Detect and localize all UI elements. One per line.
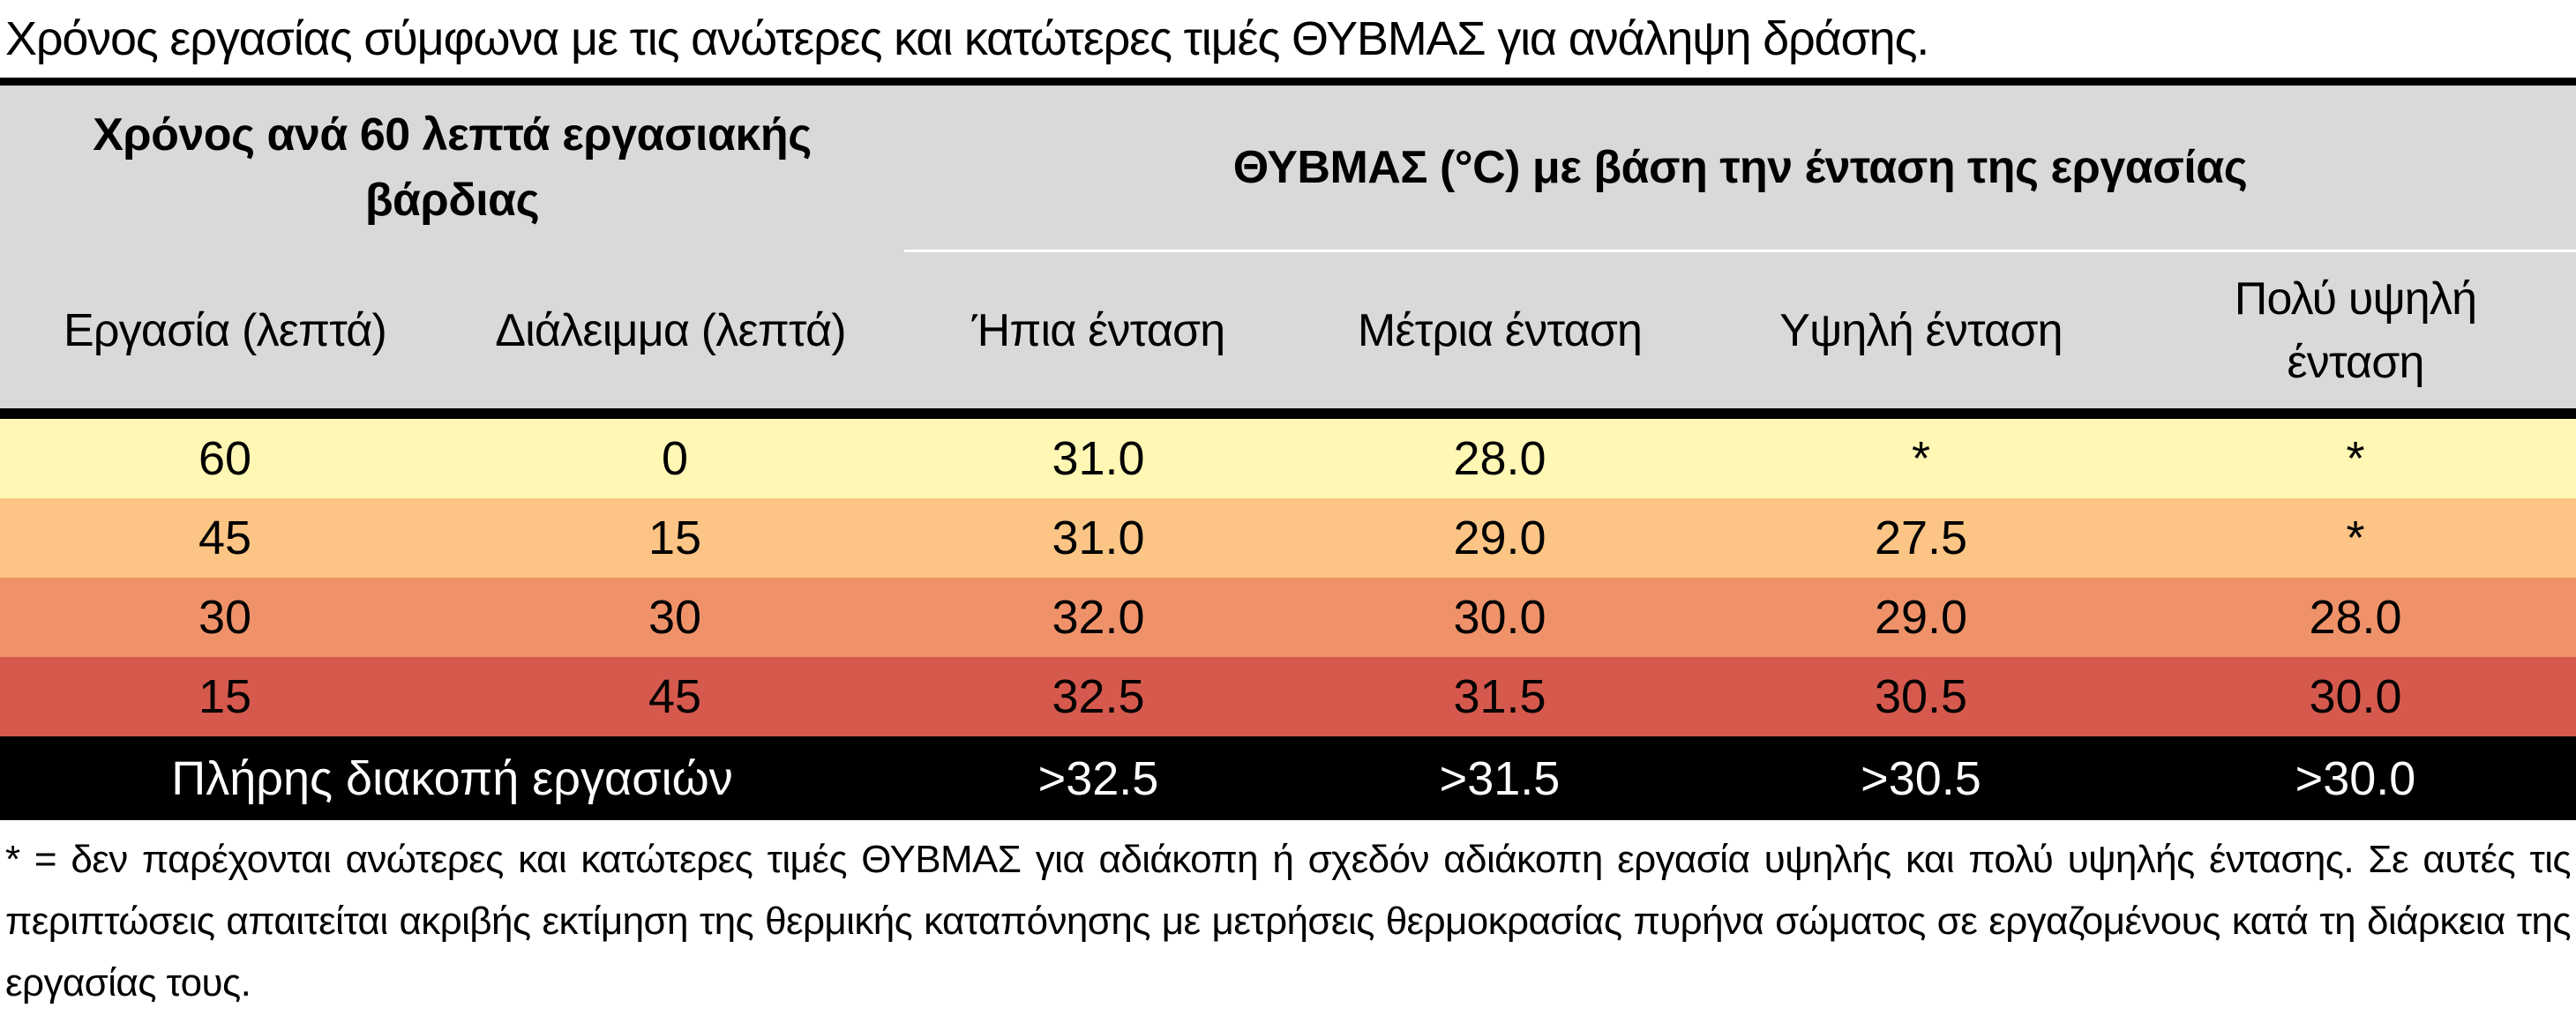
header-very-high: Πολύ υψηλή ένταση — [2234, 273, 2477, 388]
cell-light: 31.0 — [1052, 512, 1145, 564]
stop-label: Πλήρης διακοπή εργασιών — [171, 751, 733, 805]
cell-moderate: 28.0 — [1453, 432, 1546, 485]
cell-work: 15 — [198, 670, 252, 723]
top-rule — [0, 78, 2576, 86]
table-row: 45 15 31.0 29.0 27.5 * — [0, 498, 2576, 578]
stop-row: Πλήρης διακοπή εργασιών >32.5 >31.5 >30.… — [0, 736, 2576, 820]
cell-work: 30 — [198, 591, 252, 644]
cell-break: 0 — [661, 432, 689, 485]
cell-high: 27.5 — [1874, 512, 1968, 564]
cell-high: * — [1911, 432, 1930, 485]
cell-moderate: 30.0 — [1453, 591, 1546, 644]
cell-moderate: 31.5 — [1453, 670, 1546, 723]
cell-light: 32.5 — [1052, 670, 1145, 723]
cell-high: 29.0 — [1874, 591, 1968, 644]
cell-moderate: 29.0 — [1453, 512, 1546, 564]
cell-break: 15 — [648, 512, 702, 564]
stop-high: >30.5 — [1861, 751, 1981, 805]
header-wbgt-group: ΘΥΒΜΑΣ (°C) με βάση την ένταση της εργασ… — [1232, 142, 2248, 193]
cell-very-high: 30.0 — [2309, 670, 2402, 723]
stop-light: >32.5 — [1037, 751, 1159, 805]
cell-light: 31.0 — [1052, 432, 1145, 485]
header-divider — [904, 250, 2576, 252]
stop-moderate: >31.5 — [1439, 751, 1561, 805]
table-row: 60 0 31.0 28.0 * * — [0, 419, 2576, 498]
stop-very-high: >30.0 — [2295, 751, 2416, 805]
footnote: * = δεν παρέχονται ανώτερες και κατώτερε… — [5, 838, 2572, 1004]
cell-work: 45 — [198, 512, 252, 564]
header-rule — [0, 408, 2576, 419]
header-light: Ήπια ένταση — [971, 305, 1226, 356]
table-row: 30 30 32.0 30.0 29.0 28.0 — [0, 578, 2576, 657]
table-title: Χρόνος εργασίας σύμφωνα με τις ανώτερες … — [5, 12, 1929, 65]
table-row: 15 45 32.5 31.5 30.5 30.0 — [0, 657, 2576, 736]
table-header — [0, 86, 2576, 408]
cell-very-high: * — [2346, 432, 2365, 485]
header-high: Υψηλή ένταση — [1779, 305, 2063, 356]
header-moderate: Μέτρια ένταση — [1357, 305, 1643, 356]
cell-break: 45 — [648, 670, 702, 723]
cell-very-high: 28.0 — [2309, 591, 2402, 644]
cell-break: 30 — [648, 591, 702, 644]
cell-very-high: * — [2346, 512, 2365, 564]
cell-high: 30.5 — [1874, 670, 1968, 723]
header-work: Εργασία (λεπτά) — [63, 305, 387, 356]
header-time-group: Χρόνος ανά 60 λεπτά εργασιακής βάρδιας — [93, 109, 812, 226]
cell-work: 60 — [198, 432, 252, 485]
header-break: Διάλειμμα (λεπτά) — [495, 305, 846, 356]
cell-light: 32.0 — [1052, 591, 1145, 644]
